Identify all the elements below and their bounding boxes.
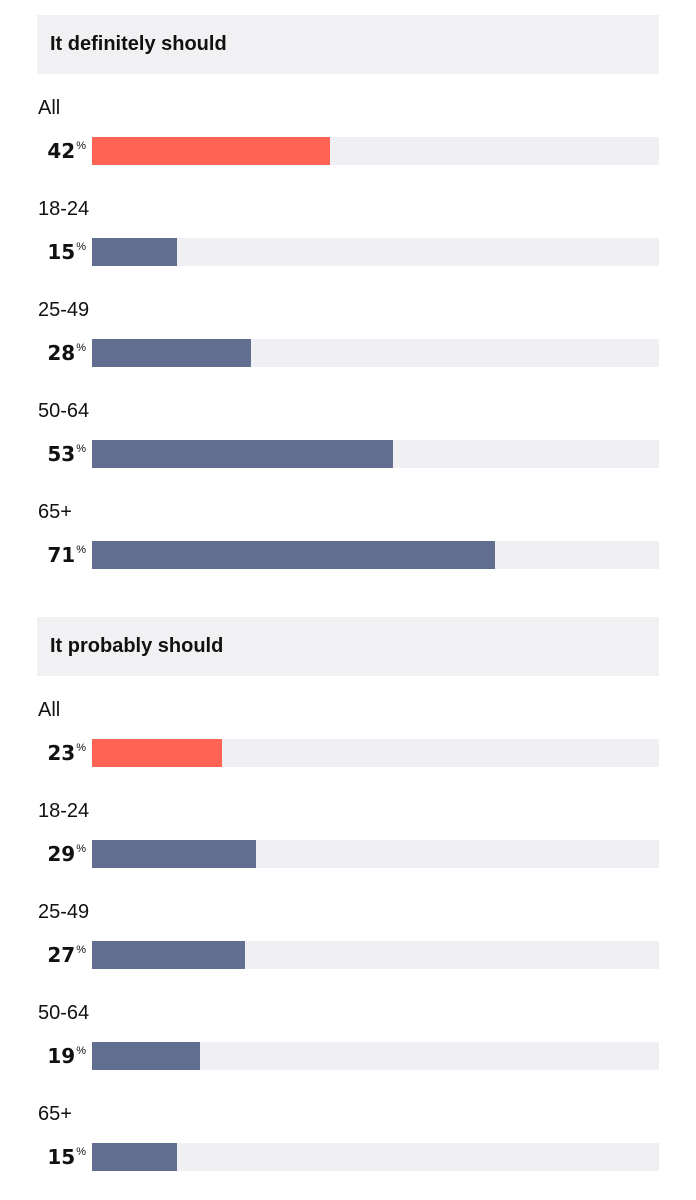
- bar: [92, 541, 495, 569]
- percent-sign: %: [76, 241, 86, 253]
- category-label: 25-49: [38, 901, 90, 923]
- bar-track: [92, 1143, 659, 1171]
- percent-sign: %: [76, 944, 86, 956]
- category-label: 18-24: [38, 198, 90, 220]
- percent-sign: %: [76, 544, 86, 556]
- category-label: 65+: [38, 501, 72, 523]
- value-number: 71: [47, 543, 76, 567]
- percent-sign: %: [76, 1146, 86, 1158]
- category-label: 50-64: [38, 400, 90, 422]
- category-label: All: [38, 97, 61, 119]
- bar: [92, 1143, 177, 1171]
- value-number: 15: [47, 1145, 76, 1169]
- bar-track: [92, 541, 659, 569]
- bar: [92, 941, 245, 969]
- bar-track: [92, 840, 659, 868]
- bar-track: [92, 1042, 659, 1070]
- value-label: 29%: [36, 839, 86, 869]
- percent-sign: %: [76, 443, 86, 455]
- percent-sign: %: [76, 742, 86, 754]
- category-label: All: [38, 699, 61, 721]
- section-title: It probably should: [50, 635, 224, 657]
- category-label: 25-49: [38, 299, 90, 321]
- bar-track: [92, 739, 659, 767]
- value-label: 53%: [36, 439, 86, 469]
- category-label: 65+: [38, 1103, 72, 1125]
- percent-sign: %: [76, 342, 86, 354]
- value-label: 28%: [36, 338, 86, 368]
- bar: [92, 440, 393, 468]
- bar-track: [92, 137, 659, 165]
- bar-track: [92, 238, 659, 266]
- category-label: 50-64: [38, 1002, 90, 1024]
- bar: [92, 1042, 200, 1070]
- percent-sign: %: [76, 140, 86, 152]
- percent-sign: %: [76, 1045, 86, 1057]
- value-number: 29: [47, 842, 76, 866]
- bar: [92, 339, 251, 367]
- value-number: 15: [47, 240, 76, 264]
- bar-track: [92, 941, 659, 969]
- bar: [92, 137, 330, 165]
- percent-sign: %: [76, 843, 86, 855]
- value-number: 42: [47, 139, 76, 163]
- value-number: 27: [47, 943, 76, 967]
- bar: [92, 238, 177, 266]
- value-label: 71%: [36, 540, 86, 570]
- bar-track: [92, 440, 659, 468]
- value-label: 15%: [36, 237, 86, 267]
- value-number: 19: [47, 1044, 76, 1068]
- value-label: 15%: [36, 1142, 86, 1172]
- value-number: 53: [47, 442, 76, 466]
- value-number: 23: [47, 741, 76, 765]
- section-header: It definitely should: [37, 15, 659, 74]
- bar-track: [92, 339, 659, 367]
- value-number: 28: [47, 341, 76, 365]
- category-label: 18-24: [38, 800, 90, 822]
- value-label: 19%: [36, 1041, 86, 1071]
- value-label: 27%: [36, 940, 86, 970]
- section-title: It definitely should: [50, 33, 227, 55]
- value-label: 42%: [36, 136, 86, 166]
- value-label: 23%: [36, 738, 86, 768]
- bar: [92, 840, 256, 868]
- bar: [92, 739, 222, 767]
- section-header: It probably should: [37, 617, 659, 676]
